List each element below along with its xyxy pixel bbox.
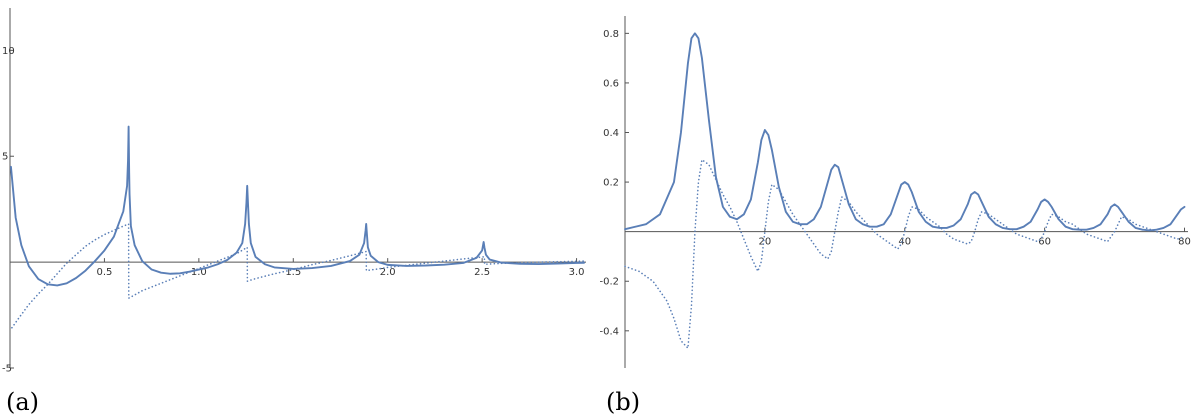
y-tick-label: -5 (2, 364, 12, 375)
y-tick-label: -0.2 (599, 277, 619, 288)
chart-a: 0.5 1.0 1.5 2.0 2.5 3.0 -5 5 10 (a) (2, 8, 586, 416)
x-tick-label: 1.5 (285, 267, 301, 278)
y-tick-label: 0.2 (603, 178, 619, 189)
chart-b: 20 40 60 80 -0.4 -0.2 0.2 0.4 0.6 0.8 (b) (599, 16, 1191, 416)
y-tick-label: 5 (2, 152, 8, 163)
y-tick-label: 0.4 (603, 128, 619, 139)
panel-label-b: (b) (606, 388, 640, 416)
x-tick-label: 2.0 (380, 267, 396, 278)
x-tick-label: 20 (759, 237, 772, 248)
series-dotted-line (11, 223, 585, 329)
x-tick-label: 1.0 (191, 267, 207, 278)
series-solid-line (624, 32, 1186, 232)
y-tick-label: 0.8 (603, 29, 619, 40)
x-tick-label: 0.5 (96, 267, 112, 278)
y-tick-label: 0.6 (603, 78, 619, 89)
chart-b-plot: 20 40 60 80 -0.4 -0.2 0.2 0.4 0.6 0.8 (599, 16, 1191, 368)
chart-a-plot: 0.5 1.0 1.5 2.0 2.5 3.0 -5 5 10 (2, 8, 586, 375)
x-tick-label: 3.0 (569, 267, 585, 278)
panel-label-a: (a) (6, 388, 39, 416)
x-tick-label: 40 (898, 237, 911, 248)
x-tick-label: 60 (1038, 237, 1051, 248)
x-tick-label: 2.5 (474, 267, 490, 278)
x-tick-label: 80 (1178, 237, 1191, 248)
y-tick-label: -0.4 (599, 326, 619, 337)
series-solid-line (9, 125, 586, 287)
y-tick-label: 10 (2, 46, 15, 57)
series-dotted-line (624, 158, 1186, 349)
